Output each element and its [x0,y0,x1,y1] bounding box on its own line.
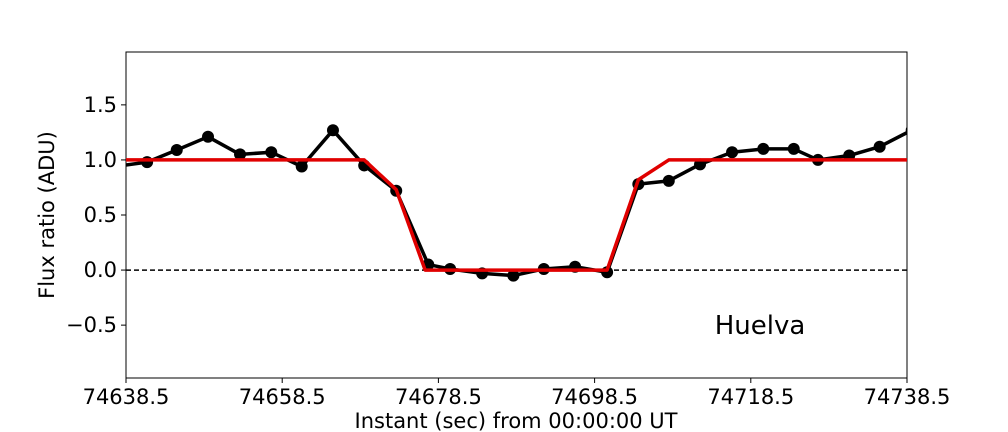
y-tick-label: 0.0 [84,258,117,282]
data-point [234,148,247,161]
annotation: Huelva [715,311,806,341]
x-tick-label: 74718.5 [707,385,794,409]
data-point [726,146,739,159]
data-point [662,174,675,187]
data-point [295,160,308,173]
data-point [265,146,278,159]
data-point [170,144,183,157]
y-tick-label: 0.5 [84,203,117,227]
y-tick-label: −0.5 [66,313,117,337]
data-point [787,142,800,155]
y-axis-label: Flux ratio (ADU) [35,131,59,299]
x-tick-label: 74738.5 [864,385,951,409]
data-point [141,156,154,169]
y-tick-label: 1.0 [84,148,117,172]
x-tick-label: 74678.5 [395,385,482,409]
data-point [202,130,215,143]
data-point [326,124,339,137]
plot-area [126,124,907,282]
data-point [507,269,520,282]
x-tick-label: 74698.5 [551,385,638,409]
data-point [905,126,907,134]
data-point [757,142,770,155]
x-tick-label: 74658.5 [239,385,326,409]
x-tick-label: 74638.5 [83,385,170,409]
series-line [126,158,907,272]
data-point [873,140,886,153]
y-tick-label: 1.5 [84,93,117,117]
x-axis-label: Instant (sec) from 00:00:00 UT [355,409,678,432]
